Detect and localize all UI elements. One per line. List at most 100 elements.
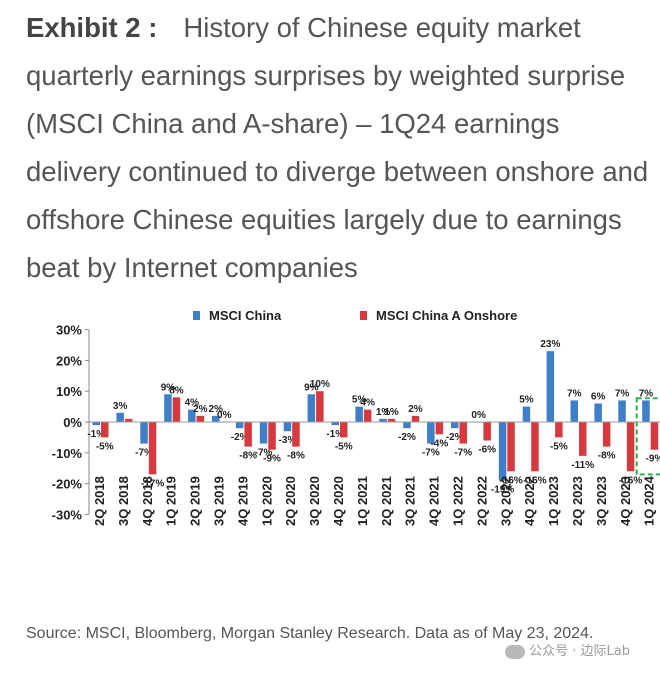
x-tick-label: 4Q 2018 [140, 476, 155, 526]
data-label: -5% [550, 441, 568, 452]
wechat-icon [505, 644, 526, 659]
bar-msci-china [618, 400, 626, 422]
exhibit-label: Exhibit 2 : [26, 12, 158, 43]
x-tick-label: 2Q 2023 [570, 476, 585, 526]
bar-a-onshore [387, 418, 396, 422]
x-tick-label: 3Q 2022 [498, 476, 513, 526]
bar-a-onshore [531, 422, 539, 472]
data-label: 2% [408, 404, 423, 415]
y-tick-label: -20% [52, 477, 83, 492]
data-label: 7% [567, 388, 582, 399]
bar-msci-china [212, 415, 220, 422]
watermark-text: 公众号 · 边际Lab [529, 644, 630, 659]
bar-a-onshore [459, 422, 467, 444]
data-label: -16% [619, 475, 642, 486]
data-label: -1% [326, 429, 344, 440]
bar-a-onshore [292, 422, 300, 447]
x-tick-label: 1Q 2022 [451, 476, 466, 526]
x-tick-label: 1Q 2019 [164, 476, 179, 526]
data-label: 9% [161, 382, 176, 393]
data-label: -2% [398, 432, 416, 443]
x-tick-label: 1Q 2020 [259, 476, 274, 526]
data-label: 3% [113, 401, 128, 412]
y-tick-label: 30% [56, 323, 82, 338]
x-tick-label: 3Q 2019 [212, 476, 227, 526]
data-label: -8% [239, 451, 257, 462]
bar-a-onshore [101, 422, 109, 438]
bar-a-onshore [340, 422, 348, 438]
bar-a-onshore [435, 422, 444, 435]
x-tick-label: 2Q 2022 [474, 476, 489, 526]
highlight-box [635, 397, 660, 476]
data-label: -7% [454, 448, 472, 459]
bar-a-onshore [626, 422, 635, 472]
data-label: -7% [255, 448, 273, 459]
y-tick-label: -30% [52, 507, 83, 522]
bar-msci-china [164, 394, 172, 422]
x-tick-label: 1Q 2021 [355, 476, 370, 526]
bar-msci-china [594, 403, 602, 422]
bar-msci-china [283, 422, 292, 432]
data-label: 7% [639, 388, 654, 399]
data-label: -1% [87, 429, 105, 440]
bar-msci-china [92, 422, 100, 426]
bar-msci-china [546, 351, 555, 422]
x-tick-label: 4Q 2022 [522, 476, 537, 526]
data-label: 6% [591, 392, 606, 403]
data-label: -2% [446, 432, 464, 443]
bar-a-onshore [148, 422, 157, 475]
data-label: -3% [279, 435, 297, 446]
bar-msci-china [116, 412, 124, 422]
data-label: -16% [523, 475, 546, 486]
legend-swatch-msci-china [193, 311, 200, 320]
watermark: 公众号 · 边际Lab [505, 640, 630, 659]
bar-a-onshore [172, 397, 181, 422]
data-label: -9% [646, 454, 660, 465]
legend-label-msci-china: MSCI China [209, 308, 282, 323]
exhibit-title-text: History of Chinese equity market quarter… [26, 12, 649, 283]
data-label: 9% [304, 382, 319, 393]
data-label: -9% [263, 454, 281, 465]
data-label: -6% [478, 444, 496, 455]
x-tick-label: 2Q 2021 [379, 476, 394, 526]
x-tick-label: 1Q 2024 [642, 475, 657, 526]
bar-a-onshore [316, 391, 324, 422]
bar-a-onshore [483, 422, 491, 441]
x-tick-label: 4Q 2019 [235, 476, 250, 526]
data-label: -7% [422, 448, 440, 459]
y-tick-label: 10% [56, 384, 82, 399]
x-tick-label: 3Q 2018 [116, 476, 131, 526]
bar-a-onshore [579, 422, 587, 456]
bar-a-onshore [268, 422, 276, 450]
data-label: -17% [141, 478, 164, 489]
data-label: -19% [491, 485, 514, 496]
data-label: 0% [217, 410, 232, 421]
data-label: 10% [310, 379, 330, 390]
legend-label-a-onshore: MSCI China A Onshore [376, 308, 517, 323]
data-label: -7% [135, 448, 153, 459]
data-label: 8% [169, 385, 184, 396]
x-tick-label: 4Q 2020 [331, 476, 346, 526]
x-tick-label: 4Q 2023 [618, 476, 633, 526]
data-label: 0% [471, 410, 486, 421]
data-label: -5% [335, 441, 353, 452]
data-label: 2% [209, 404, 224, 415]
data-label: 5% [519, 395, 534, 406]
x-tick-label: 2Q 2019 [188, 476, 203, 526]
y-tick-label: 0% [63, 415, 82, 430]
data-label: 4% [185, 398, 200, 409]
x-tick-label: 3Q 2020 [307, 476, 322, 526]
bar-msci-china [235, 422, 244, 429]
data-label: 7% [615, 388, 630, 399]
bar-msci-china [403, 422, 411, 429]
bar-msci-china [570, 400, 578, 422]
data-label: 1% [376, 407, 391, 418]
exhibit-title: Exhibit 2 : History of Chinese equity mar… [26, 4, 656, 292]
data-label: 1% [384, 407, 399, 418]
bar-msci-china [522, 406, 531, 422]
x-tick-label: 3Q 2021 [403, 476, 418, 526]
data-label: -11% [571, 460, 594, 471]
x-tick-label: 4Q 2021 [427, 476, 442, 526]
bar-msci-china [259, 422, 268, 444]
bar-a-onshore [411, 415, 420, 422]
